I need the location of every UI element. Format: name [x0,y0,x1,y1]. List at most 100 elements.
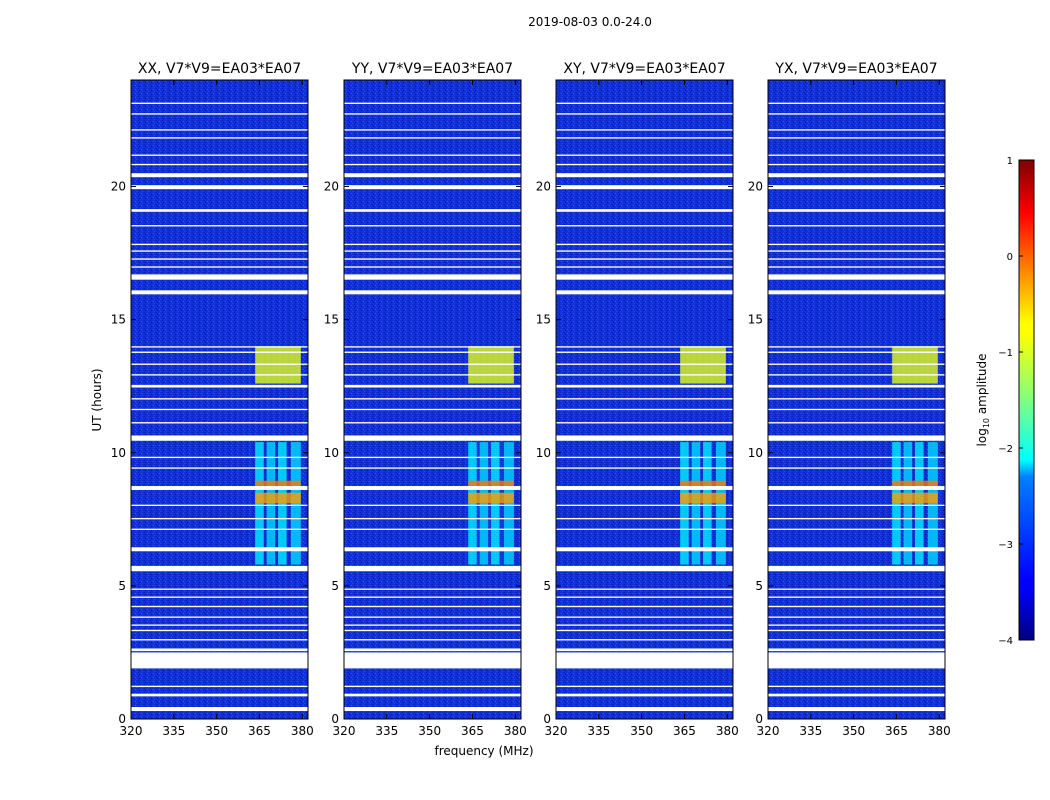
rfi-band [927,442,938,565]
flagged-row [768,588,945,590]
flagged-row [556,616,733,618]
flagged-row [556,346,733,348]
flagged-row [768,456,945,459]
flagged-row [344,374,521,376]
flagged-row [131,486,308,491]
flagged-row [131,137,308,139]
flagged-row [768,209,945,212]
flagged-row [344,652,521,669]
flagged-row [556,173,733,178]
panel-xy: XY, V7*V9=EA03*EA07 320 335 350 365 380 0 5 10 15… [536,61,739,738]
y-tick-label: 10 [536,446,551,460]
x-tick-label: 380 [716,724,739,738]
flagged-row [344,565,521,572]
flagged-row [131,163,308,166]
flagged-row [556,163,733,166]
x-tick-label: 320 [545,724,568,738]
flagged-row [768,398,945,400]
rfi-band [892,492,938,504]
flagged-row [344,209,521,212]
flagged-row [556,250,733,252]
flagged-row [556,137,733,139]
flagged-row [344,486,521,491]
flagged-row [556,154,733,156]
panel-title: YY, V7*V9=EA03*EA07 [351,61,513,77]
flagged-row [131,374,308,376]
x-tick-label: 365 [885,724,908,738]
flagged-row [768,163,945,166]
colorbar-label-sub: 10 [982,418,991,428]
rfi-band [691,442,701,565]
flagged-row [131,596,308,598]
flagged-row [344,408,521,411]
colorbar-label: log10 amplitude [975,354,991,447]
flagged-row [556,528,733,530]
flagged-row [556,422,733,424]
flagged-row [768,596,945,598]
flagged-row [131,616,308,618]
flagged-row [131,384,308,388]
rfi-band [255,442,264,565]
rfi-band [266,442,276,565]
flagged-row [131,129,308,131]
flagged-row [556,258,733,260]
flagged-row [768,517,945,520]
flagged-row [556,547,733,552]
flagged-row [768,624,945,626]
x-tick-label: 320 [757,724,780,738]
flagged-row [344,154,521,156]
figure-suptitle: 2019-08-03 0.0-24.0 [528,15,652,29]
y-tick-label: 15 [111,313,126,327]
flagged-row [768,486,945,491]
flagged-row [131,685,308,688]
x-tick-label: 335 [162,724,185,738]
y-tick-label: 0 [331,712,339,726]
flagged-row [556,225,733,227]
flagged-row [768,274,945,280]
flagged-row [556,351,733,353]
flagged-row [768,504,945,506]
flagged-row [768,185,945,190]
flagged-row [768,707,945,712]
flagged-row [556,707,733,712]
colorbar-tick-label: −1 [998,348,1013,359]
flagged-row [556,102,733,104]
colorbar-label-log: log [975,428,989,446]
rfi-band [903,442,913,565]
panel-yy: YY, V7*V9=EA03*EA07 320 335 350 365 380 0 5 10 15… [324,61,527,738]
flagged-row [131,652,308,669]
flagged-row [344,137,521,139]
flagged-row [768,363,945,365]
x-tick-label: 365 [248,724,271,738]
colorbar: log10 amplitude 10−1−2−3−4 [975,156,1035,647]
flagged-row [556,374,733,376]
flagged-row [556,624,733,626]
flagged-row [344,707,521,712]
flagged-row [131,467,308,469]
flagged-row [768,258,945,260]
flagged-row [556,467,733,469]
flagged-row [131,363,308,365]
flagged-row [556,266,733,268]
y-tick-label: 15 [748,313,763,327]
flagged-row [768,693,945,697]
panel-title: XY, V7*V9=EA03*EA07 [563,61,725,77]
flagged-row [556,363,733,365]
flagged-row [556,648,733,652]
rfi-band [479,442,489,565]
flagged-row [344,384,521,388]
rfi-band [680,442,689,565]
y-tick-label: 10 [324,446,339,460]
flagged-row [131,629,308,632]
flagged-row [768,173,945,178]
y-tick-label: 20 [111,180,126,194]
y-tick-label: 10 [748,446,763,460]
flagged-row [344,258,521,260]
flagged-row [131,258,308,260]
rfi-band [892,480,938,487]
flagged-row [344,102,521,104]
y-tick-label: 20 [748,180,763,194]
y-tick-label: 5 [331,579,339,593]
x-tick-label: 380 [504,724,527,738]
flagged-row [344,639,521,641]
